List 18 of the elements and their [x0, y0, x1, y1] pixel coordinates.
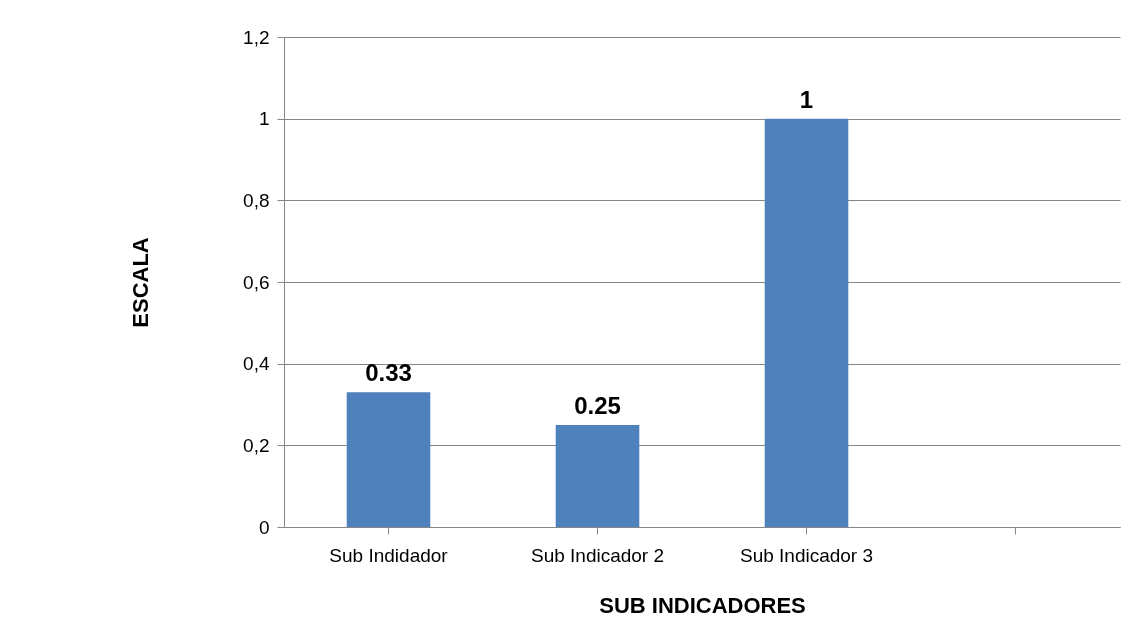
y-tick-label: 1 [258, 108, 270, 130]
y-axis-title: ESCALA [128, 237, 154, 328]
data-label: 1 [799, 85, 814, 113]
x-axis-title: SUB INDICADORES [599, 592, 806, 618]
y-tick-label: 0,6 [243, 271, 270, 293]
data-label: 0.33 [365, 359, 412, 387]
bar [555, 424, 640, 527]
x-tick-label: Sub Indicador 2 [530, 544, 665, 566]
bar [764, 118, 849, 527]
y-tick-label: 0,4 [243, 353, 270, 375]
y-tick-label: 0,2 [243, 434, 270, 456]
data-label: 0.25 [574, 391, 621, 419]
bar [346, 392, 431, 527]
y-tick-label: 0 [258, 516, 270, 538]
x-tick-label: Sub Indidador [329, 544, 449, 566]
y-tick-label: 1,2 [243, 26, 270, 48]
x-tick-label: Sub Indicador 3 [739, 544, 874, 566]
y-tick-label: 0,8 [243, 189, 270, 211]
